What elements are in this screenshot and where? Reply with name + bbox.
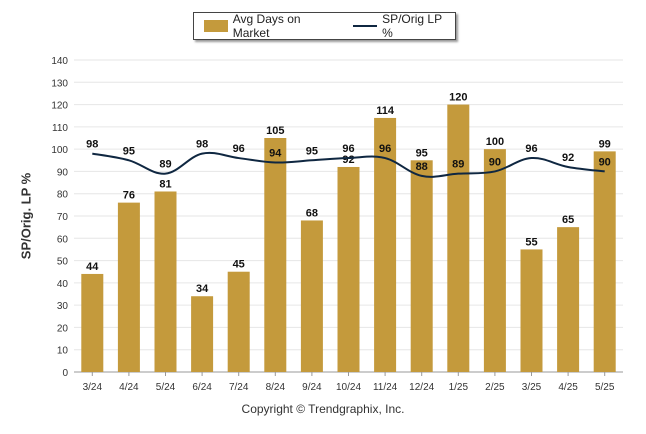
bar bbox=[81, 273, 104, 372]
y-tick-label: 0 bbox=[62, 368, 68, 379]
line-value-label: 96 bbox=[379, 143, 391, 155]
line-value-label: 95 bbox=[306, 145, 318, 157]
x-tick-label: 9/24 bbox=[302, 382, 322, 393]
bar-value-label: 65 bbox=[562, 214, 574, 226]
bar-value-label: 44 bbox=[86, 261, 99, 273]
x-tick-label: 5/24 bbox=[156, 382, 176, 393]
bar bbox=[191, 296, 214, 372]
line-value-label: 96 bbox=[342, 143, 354, 155]
x-tick-label: 4/25 bbox=[558, 382, 578, 393]
x-tick-label: 5/25 bbox=[595, 382, 615, 393]
bar-value-label: 105 bbox=[266, 125, 284, 137]
y-tick-label: 130 bbox=[51, 78, 68, 89]
y-tick-label: 70 bbox=[57, 212, 69, 223]
bar bbox=[117, 202, 140, 372]
y-tick-label: 40 bbox=[57, 279, 69, 290]
bar bbox=[300, 220, 323, 372]
bar-value-label: 76 bbox=[123, 190, 135, 202]
line-value-label: 90 bbox=[599, 156, 611, 168]
legend-label-line: SP/Orig LP % bbox=[382, 12, 442, 40]
line-value-label: 98 bbox=[196, 139, 208, 151]
bar bbox=[264, 138, 287, 372]
x-tick-label: 1/25 bbox=[449, 382, 469, 393]
bar bbox=[227, 271, 250, 372]
bar bbox=[374, 117, 397, 372]
line-value-label: 96 bbox=[525, 143, 537, 155]
x-tick-label: 11/24 bbox=[373, 382, 398, 393]
bar-value-label: 34 bbox=[196, 283, 209, 295]
copyright-footer: Copyright © Trendgraphix, Inc. bbox=[241, 402, 405, 416]
bar bbox=[410, 160, 433, 372]
bar-value-label: 92 bbox=[342, 154, 354, 166]
line-value-label: 88 bbox=[416, 161, 428, 173]
x-tick-label: 7/24 bbox=[229, 382, 249, 393]
line-value-label: 89 bbox=[159, 159, 171, 171]
x-tick-label: 3/24 bbox=[83, 382, 103, 393]
line-value-label: 92 bbox=[562, 152, 574, 164]
bar-value-label: 95 bbox=[416, 147, 428, 159]
y-tick-label: 110 bbox=[52, 123, 68, 134]
bar-value-label: 81 bbox=[159, 178, 171, 190]
bar-value-label: 99 bbox=[599, 138, 611, 150]
legend-item-bar[interactable]: Avg Days on Market bbox=[194, 12, 339, 40]
legend: Avg Days on Market SP/Orig LP % bbox=[193, 12, 456, 40]
line-value-label: 98 bbox=[86, 139, 98, 151]
bar bbox=[337, 166, 360, 372]
y-tick-label: 60 bbox=[57, 234, 69, 245]
x-tick-label: 10/24 bbox=[336, 382, 361, 393]
bar bbox=[483, 149, 506, 372]
legend-swatch-line bbox=[353, 25, 378, 27]
line-value-label: 90 bbox=[489, 156, 501, 168]
x-tick-label: 2/25 bbox=[485, 382, 505, 393]
line-value-label: 96 bbox=[233, 143, 245, 155]
y-tick-label: 120 bbox=[51, 101, 68, 112]
legend-swatch-bar bbox=[204, 20, 228, 32]
x-tick-label: 4/24 bbox=[119, 382, 139, 393]
bar-value-label: 100 bbox=[486, 136, 504, 148]
bar-value-label: 120 bbox=[449, 92, 467, 104]
y-tick-label: 90 bbox=[57, 167, 69, 178]
y-tick-label: 10 bbox=[57, 346, 69, 357]
line-value-label: 95 bbox=[123, 145, 135, 157]
legend-item-line[interactable]: SP/Orig LP % bbox=[339, 12, 455, 40]
series-line bbox=[92, 151, 605, 178]
legend-label-bar: Avg Days on Market bbox=[232, 12, 301, 40]
y-tick-label: 30 bbox=[57, 301, 69, 312]
x-tick-label: 12/24 bbox=[409, 382, 434, 393]
x-tick-label: 8/24 bbox=[266, 382, 286, 393]
x-tick-label: 3/25 bbox=[522, 382, 542, 393]
y-tick-label: 100 bbox=[51, 145, 68, 156]
line-value-label: 94 bbox=[269, 148, 282, 160]
bar bbox=[447, 104, 470, 373]
bar-value-label: 68 bbox=[306, 207, 318, 219]
line-value-label: 89 bbox=[452, 159, 464, 171]
y-tick-label: 80 bbox=[57, 190, 69, 201]
bar bbox=[557, 227, 580, 372]
bar bbox=[154, 191, 177, 372]
bar bbox=[593, 151, 616, 372]
y-tick-label: 140 bbox=[51, 56, 68, 67]
y-tick-label: 20 bbox=[57, 323, 69, 334]
bar-value-label: 114 bbox=[376, 105, 395, 117]
x-tick-label: 6/24 bbox=[192, 382, 212, 393]
bar-value-label: 55 bbox=[525, 236, 537, 248]
bar bbox=[520, 249, 543, 372]
y-tick-label: 50 bbox=[57, 257, 69, 268]
bar-value-label: 45 bbox=[233, 259, 245, 271]
